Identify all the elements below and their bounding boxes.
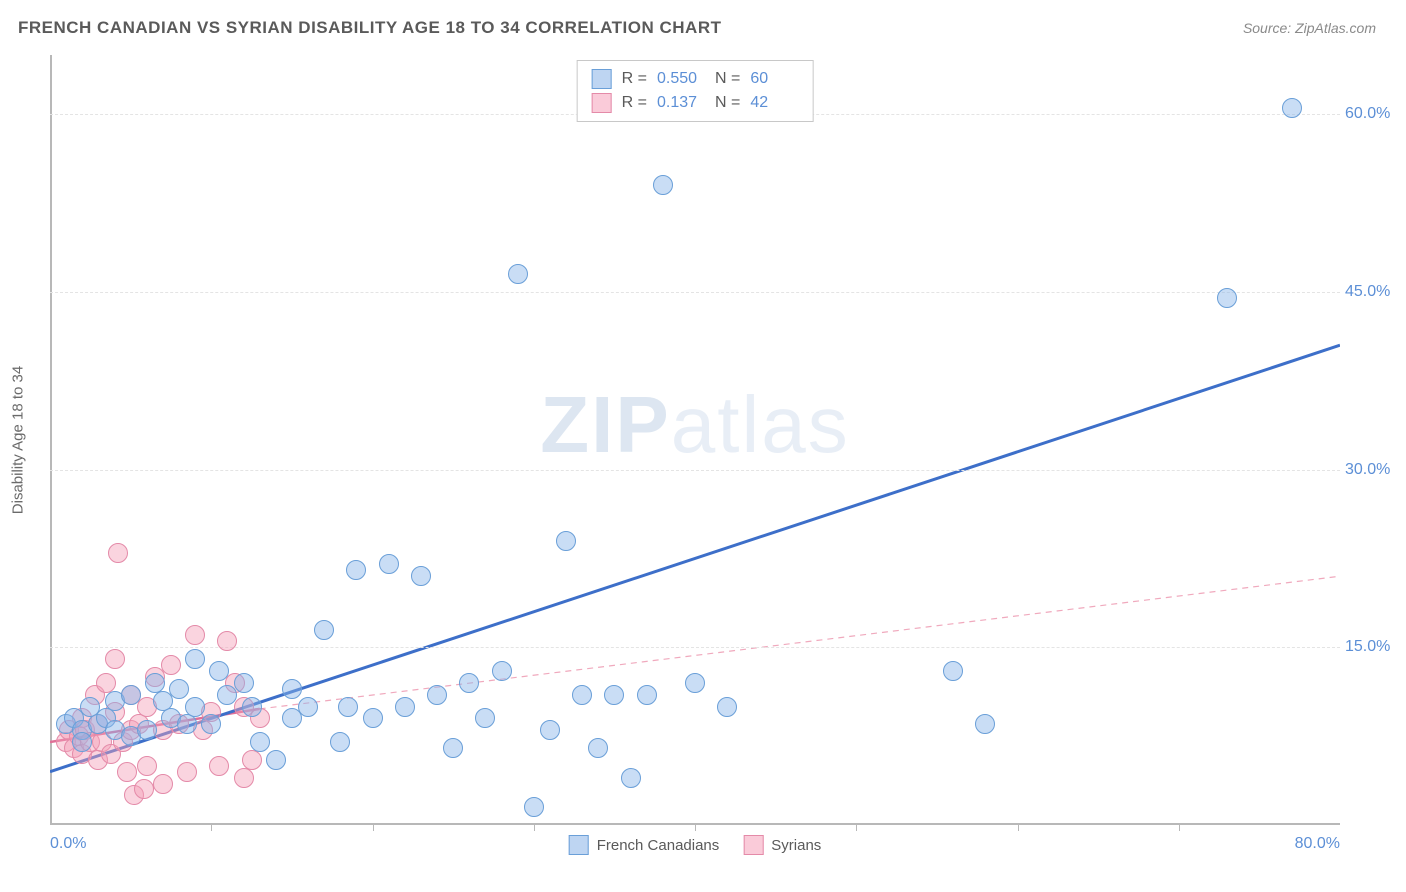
data-point xyxy=(975,714,995,734)
data-point xyxy=(492,661,512,681)
data-point xyxy=(108,543,128,563)
data-point xyxy=(508,264,528,284)
y-tick-label: 30.0% xyxy=(1345,461,1400,479)
data-point xyxy=(379,554,399,574)
grid-line-h xyxy=(50,647,1340,648)
data-point xyxy=(121,685,141,705)
data-point xyxy=(217,631,237,651)
data-point xyxy=(105,649,125,669)
x-tick xyxy=(1018,825,1019,831)
plot-area xyxy=(50,55,1340,825)
chart-header: FRENCH CANADIAN VS SYRIAN DISABILITY AGE… xyxy=(0,0,1406,38)
data-point xyxy=(395,697,415,717)
legend-stats-box: R = 0.550 N = 60 R = 0.137 N = 42 xyxy=(577,60,814,122)
x-tick-label: 0.0% xyxy=(50,835,86,853)
legend-swatch-pink-icon xyxy=(743,835,763,855)
data-point xyxy=(1282,98,1302,118)
data-point xyxy=(185,649,205,669)
y-tick-label: 45.0% xyxy=(1345,283,1400,301)
data-point xyxy=(234,673,254,693)
data-point xyxy=(266,750,286,770)
data-point xyxy=(153,774,173,794)
legend-swatch-pink-icon xyxy=(592,93,612,113)
series-legend: French Canadians Syrians xyxy=(569,835,822,855)
data-point xyxy=(242,750,262,770)
data-point xyxy=(209,661,229,681)
y-tick-label: 15.0% xyxy=(1345,638,1400,656)
x-tick xyxy=(695,825,696,831)
data-point xyxy=(572,685,592,705)
scatter-chart: ZIPatlas Disability Age 18 to 34 R = 0.5… xyxy=(50,55,1340,825)
data-point xyxy=(177,714,197,734)
data-point xyxy=(443,738,463,758)
data-point xyxy=(685,673,705,693)
data-point xyxy=(242,697,262,717)
chart-source: Source: ZipAtlas.com xyxy=(1243,20,1376,36)
data-point xyxy=(137,720,157,740)
data-point xyxy=(169,679,189,699)
legend-swatch-blue-icon xyxy=(569,835,589,855)
trend-line xyxy=(260,576,1340,709)
data-point xyxy=(209,756,229,776)
data-point xyxy=(1217,288,1237,308)
data-point xyxy=(637,685,657,705)
grid-line-h xyxy=(50,292,1340,293)
data-point xyxy=(363,708,383,728)
data-point xyxy=(346,560,366,580)
data-point xyxy=(621,768,641,788)
legend-label: Syrians xyxy=(771,837,821,854)
data-point xyxy=(314,620,334,640)
data-point xyxy=(588,738,608,758)
legend-item-french-canadians: French Canadians xyxy=(569,835,720,855)
legend-stats-row-1: R = 0.550 N = 60 xyxy=(592,67,799,91)
data-point xyxy=(717,697,737,717)
data-point xyxy=(137,756,157,776)
y-axis-label: Disability Age 18 to 34 xyxy=(10,366,27,514)
data-point xyxy=(117,762,137,782)
x-tick xyxy=(1179,825,1180,831)
data-point xyxy=(653,175,673,195)
x-tick xyxy=(373,825,374,831)
data-point xyxy=(556,531,576,551)
x-tick xyxy=(211,825,212,831)
x-tick-label: 80.0% xyxy=(1295,835,1340,853)
data-point xyxy=(177,762,197,782)
data-point xyxy=(524,797,544,817)
data-point xyxy=(330,732,350,752)
grid-line-h xyxy=(50,470,1340,471)
data-point xyxy=(540,720,560,740)
data-point xyxy=(185,697,205,717)
data-point xyxy=(459,673,479,693)
data-point xyxy=(411,566,431,586)
x-tick xyxy=(856,825,857,831)
data-point xyxy=(604,685,624,705)
data-point xyxy=(250,732,270,752)
legend-label: French Canadians xyxy=(597,837,720,854)
data-point xyxy=(201,714,221,734)
chart-title: FRENCH CANADIAN VS SYRIAN DISABILITY AGE… xyxy=(18,18,722,38)
data-point xyxy=(943,661,963,681)
legend-item-syrians: Syrians xyxy=(743,835,821,855)
data-point xyxy=(185,625,205,645)
data-point xyxy=(72,732,92,752)
data-point xyxy=(298,697,318,717)
data-point xyxy=(338,697,358,717)
legend-swatch-blue-icon xyxy=(592,69,612,89)
legend-stats-row-2: R = 0.137 N = 42 xyxy=(592,91,799,115)
data-point xyxy=(134,779,154,799)
data-point xyxy=(475,708,495,728)
y-tick-label: 60.0% xyxy=(1345,105,1400,123)
data-point xyxy=(427,685,447,705)
x-tick xyxy=(534,825,535,831)
data-point xyxy=(234,768,254,788)
y-axis-line xyxy=(50,55,52,825)
data-point xyxy=(161,655,181,675)
data-point xyxy=(282,679,302,699)
